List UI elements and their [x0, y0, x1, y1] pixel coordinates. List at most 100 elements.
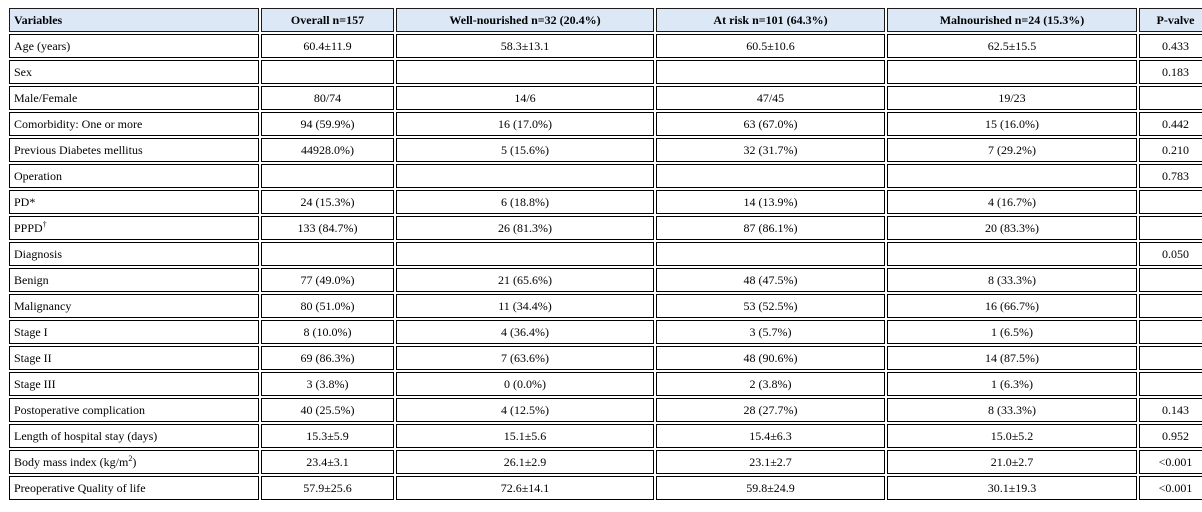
- p-value-cell: [1139, 346, 1202, 370]
- row-label: Male/Female: [14, 91, 78, 105]
- at-risk-cell: 53 (52.5%): [656, 294, 885, 318]
- at-risk-cell: 87 (86.1%): [656, 216, 885, 240]
- p-value-cell: 0.210: [1139, 138, 1202, 162]
- row-label-cell: Postoperative complication: [9, 398, 259, 422]
- table-row: Comorbidity: One or more 94 (59.9%) 16 (17…: [9, 112, 1202, 136]
- overall-cell: 3 (3.8%): [261, 372, 394, 396]
- row-label-superscript: †: [42, 220, 47, 229]
- table-row: Previous Diabetes mellitus 44928.0%) 5 (15…: [9, 138, 1202, 162]
- malnourished-cell: 1 (6.5%): [887, 320, 1137, 344]
- well-nourished-cell: 26 (81.3%): [396, 216, 654, 240]
- malnourished-cell: 15.0±5.2: [887, 424, 1137, 448]
- row-label-cell: Benign: [9, 268, 259, 292]
- overall-cell: 44928.0%): [261, 138, 394, 162]
- p-value-cell: <0.001: [1139, 450, 1202, 474]
- malnourished-cell: 19/23: [887, 86, 1137, 110]
- table-row: PD* 24 (15.3%) 6 (18.8%) 14 (13.9%) 4 (16.7%…: [9, 190, 1202, 214]
- table-header: Variables Overall n=157 Well-nourished n…: [9, 8, 1202, 32]
- well-nourished-cell: 0 (0.0%): [396, 372, 654, 396]
- overall-cell: [261, 242, 394, 266]
- malnourished-cell: 30.1±19.3: [887, 476, 1137, 500]
- p-value-cell: <0.001: [1139, 476, 1202, 500]
- row-label: Stage I: [14, 325, 48, 339]
- p-value-cell: [1139, 190, 1202, 214]
- overall-cell: 15.3±5.9: [261, 424, 394, 448]
- row-label-cell: PD*: [9, 190, 259, 214]
- row-label: Malignancy: [14, 299, 72, 313]
- p-value-cell: [1139, 268, 1202, 292]
- column-header-at-risk: At risk n=101 (64.3%): [656, 8, 885, 32]
- overall-cell: [261, 164, 394, 188]
- well-nourished-cell: 5 (15.6%): [396, 138, 654, 162]
- p-value-cell: 0.143: [1139, 398, 1202, 422]
- malnourished-cell: [887, 242, 1137, 266]
- malnourished-cell: 14 (87.5%): [887, 346, 1137, 370]
- well-nourished-cell: [396, 164, 654, 188]
- row-label: Body mass index (kg/m: [14, 455, 129, 469]
- column-header-p-value: P-valve: [1139, 8, 1202, 32]
- p-value-cell: 0.183: [1139, 60, 1202, 84]
- p-value-cell: 0.783: [1139, 164, 1202, 188]
- table-row: PPPD† 133 (84.7%) 26 (81.3%) 87 (86.1%) 20 (…: [9, 216, 1202, 240]
- table-row: Diagnosis 0.050: [9, 242, 1202, 266]
- p-value-cell: [1139, 320, 1202, 344]
- p-value-cell: 0.442: [1139, 112, 1202, 136]
- well-nourished-cell: 14/6: [396, 86, 654, 110]
- at-risk-cell: 59.8±24.9: [656, 476, 885, 500]
- at-risk-cell: 23.1±2.7: [656, 450, 885, 474]
- malnourished-cell: 7 (29.2%): [887, 138, 1137, 162]
- column-header-variables: Variables: [9, 8, 259, 32]
- table-row: Benign 77 (49.0%) 21 (65.6%) 48 (47.5%) 8 (3…: [9, 268, 1202, 292]
- row-label-cell: Previous Diabetes mellitus: [9, 138, 259, 162]
- table-row: Operation 0.783: [9, 164, 1202, 188]
- row-label-cell: Operation: [9, 164, 259, 188]
- row-label-cell: Stage I: [9, 320, 259, 344]
- row-label: Length of hospital stay (days): [14, 429, 158, 443]
- malnourished-cell: 20 (83.3%): [887, 216, 1137, 240]
- overall-cell: 40 (25.5%): [261, 398, 394, 422]
- overall-cell: 57.9±25.6: [261, 476, 394, 500]
- at-risk-cell: 14 (13.9%): [656, 190, 885, 214]
- overall-cell: 77 (49.0%): [261, 268, 394, 292]
- p-value-cell: 0.952: [1139, 424, 1202, 448]
- row-label-cell: Male/Female: [9, 86, 259, 110]
- row-label: Postoperative complication: [14, 403, 145, 417]
- overall-cell: 80 (51.0%): [261, 294, 394, 318]
- at-risk-cell: 3 (5.7%): [656, 320, 885, 344]
- row-label: Sex: [14, 65, 32, 79]
- column-header-well-nourished: Well-nourished n=32 (20.4%): [396, 8, 654, 32]
- at-risk-cell: 28 (27.7%): [656, 398, 885, 422]
- table-container: Variables Overall n=157 Well-nourished n…: [7, 6, 1202, 502]
- row-label: Previous Diabetes mellitus: [14, 143, 143, 157]
- well-nourished-cell: 7 (63.6%): [396, 346, 654, 370]
- table-row: Body mass index (kg/m2) 23.4±3.1 26.1±2.9 2…: [9, 450, 1202, 474]
- row-label-cell: Preoperative Quality of life: [9, 476, 259, 500]
- overall-cell: [261, 60, 394, 84]
- row-label-cell: Length of hospital stay (days): [9, 424, 259, 448]
- table-row: Age (years) 60.4±11.9 58.3±13.1 60.5±10.6 62…: [9, 34, 1202, 58]
- row-label-cell: Comorbidity: One or more: [9, 112, 259, 136]
- column-header-malnourished: Malnourished n=24 (15.3%): [887, 8, 1137, 32]
- malnourished-cell: 1 (6.3%): [887, 372, 1137, 396]
- row-label: Diagnosis: [14, 247, 62, 261]
- malnourished-cell: 15 (16.0%): [887, 112, 1137, 136]
- malnourished-cell: 62.5±15.5: [887, 34, 1137, 58]
- overall-cell: 23.4±3.1: [261, 450, 394, 474]
- malnourished-cell: [887, 164, 1137, 188]
- at-risk-cell: 47/45: [656, 86, 885, 110]
- row-label: Operation: [14, 169, 62, 183]
- header-row: Variables Overall n=157 Well-nourished n…: [9, 8, 1202, 32]
- at-risk-cell: [656, 60, 885, 84]
- row-label-cell: Malignancy: [9, 294, 259, 318]
- well-nourished-cell: 26.1±2.9: [396, 450, 654, 474]
- table-body: Age (years) 60.4±11.9 58.3±13.1 60.5±10.6 62…: [9, 34, 1202, 500]
- p-value-cell: 0.433: [1139, 34, 1202, 58]
- at-risk-cell: 48 (90.6%): [656, 346, 885, 370]
- table-row: Stage II 69 (86.3%) 7 (63.6%) 48 (90.6%) 14 …: [9, 346, 1202, 370]
- table-row: Postoperative complication 40 (25.5%) 4 (1…: [9, 398, 1202, 422]
- row-label: Comorbidity: One or more: [14, 117, 143, 131]
- p-value-cell: [1139, 86, 1202, 110]
- malnourished-cell: 4 (16.7%): [887, 190, 1137, 214]
- row-label-suffix: ): [132, 455, 137, 469]
- column-header-overall: Overall n=157: [261, 8, 394, 32]
